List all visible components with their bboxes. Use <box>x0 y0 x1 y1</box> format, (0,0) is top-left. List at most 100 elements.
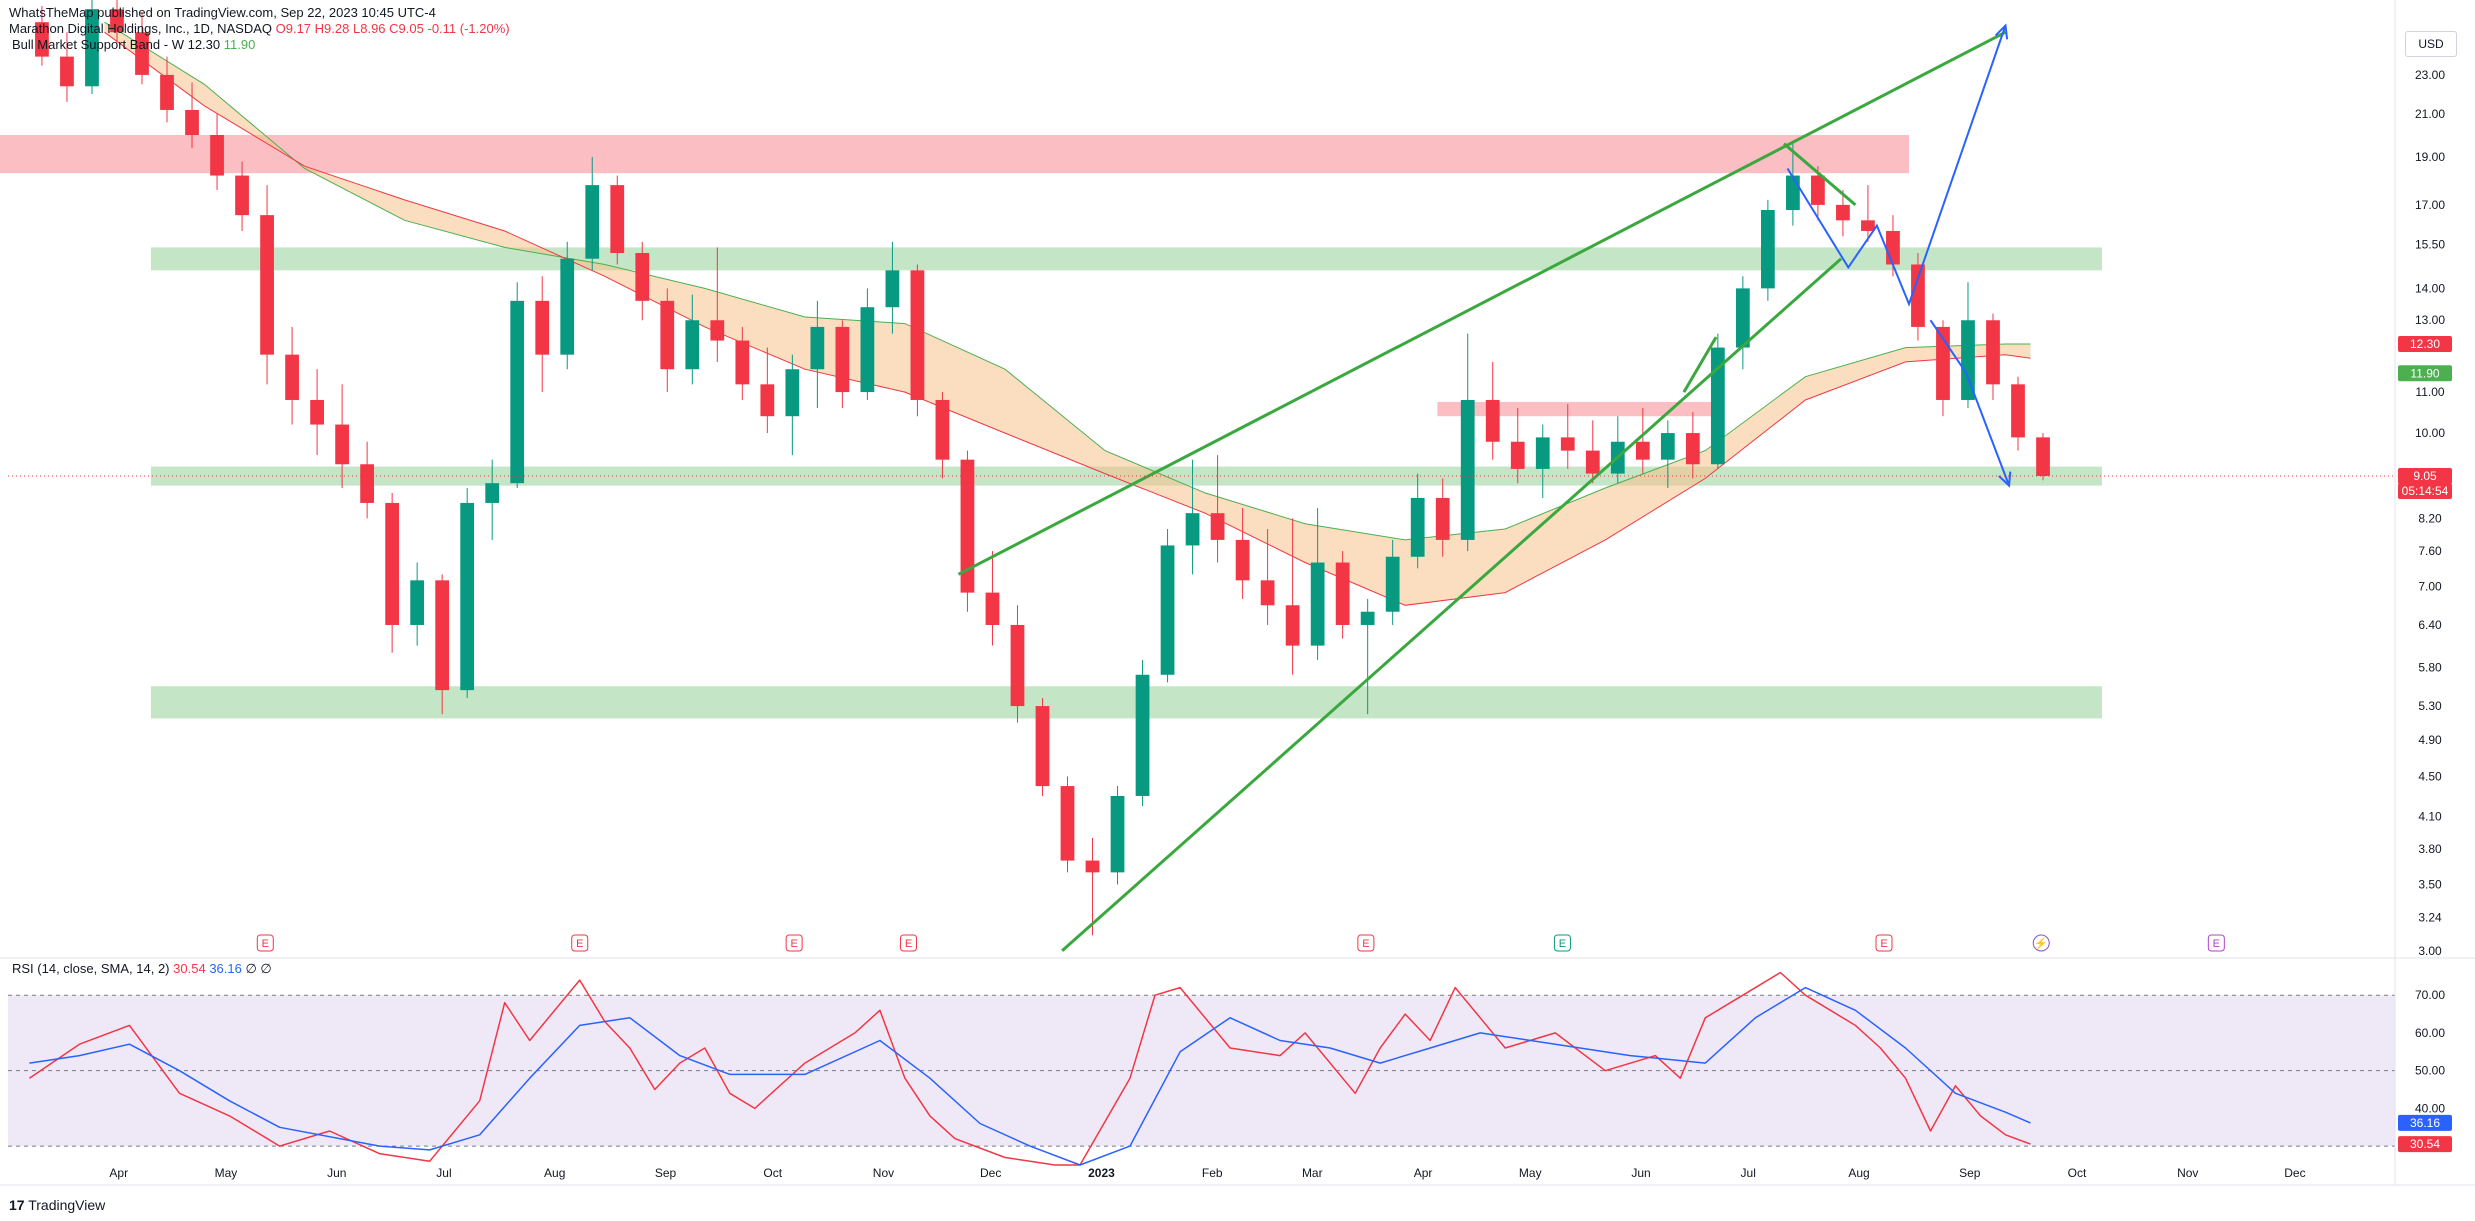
time-tick-label: Feb <box>1202 1166 1223 1180</box>
price-tick-label: 5.80 <box>2418 660 2442 674</box>
ohlc-open: O9.17 <box>275 21 312 36</box>
earnings-marker-label: E <box>790 938 797 950</box>
time-tick-label: Aug <box>544 1166 565 1180</box>
candle <box>160 56 174 123</box>
pullback-line <box>1682 336 1718 393</box>
candle <box>1760 199 1775 301</box>
price-label-bg <box>2398 336 2452 353</box>
candle <box>1861 185 1875 242</box>
candle-body <box>660 300 675 370</box>
candle <box>510 282 525 489</box>
candle <box>1060 776 1075 873</box>
earnings-marker: E <box>1875 934 1893 952</box>
candle <box>360 441 375 519</box>
time-tick-label: Sep <box>655 1166 677 1180</box>
candle <box>635 241 650 321</box>
earnings-marker-label: E <box>905 938 912 950</box>
projection-up <box>1786 25 2007 307</box>
earnings-marker-label: E <box>1362 938 1369 950</box>
candle <box>785 354 800 456</box>
support-band-lower-line <box>104 31 2031 606</box>
candle <box>1360 598 1375 715</box>
candle-body <box>1760 209 1775 289</box>
candle <box>1285 518 1300 675</box>
earnings-marker-shape <box>899 934 917 952</box>
candle-body <box>560 258 575 355</box>
candle <box>1435 478 1450 557</box>
price-label-text: 05:14:54 <box>2402 484 2449 498</box>
band-legend[interactable]: Bull Market Support Band - W 12.30 11.90 <box>12 37 255 53</box>
candle-body <box>1385 556 1400 612</box>
time-tick-label: Sep <box>1959 1166 1981 1180</box>
candle-body <box>460 502 475 691</box>
projection-up-head <box>1994 23 2009 40</box>
symbol-name[interactable]: Marathon Digital Holdings, Inc., 1D, NAS… <box>9 21 272 36</box>
candle <box>860 288 875 400</box>
price-tick-label: 4.90 <box>2418 733 2442 747</box>
candle-body <box>1235 539 1250 581</box>
candle-body <box>1836 204 1850 221</box>
price-tick-label: 21.00 <box>2415 107 2445 121</box>
band-legend-v1: 12.30 <box>187 37 221 52</box>
earnings-marker: E <box>256 934 274 952</box>
candle <box>135 12 149 85</box>
earnings-marker-label: E <box>1880 938 1887 950</box>
earnings-marker-shape <box>785 934 803 952</box>
time-tick-label: 2023 <box>1088 1166 1115 1180</box>
time-tick-label: Dec <box>2284 1166 2305 1180</box>
candle-body <box>960 459 975 593</box>
price-tick-label: 14.00 <box>2415 281 2445 295</box>
candle <box>1010 605 1025 723</box>
candle <box>485 459 500 540</box>
earnings-marker: E <box>1553 934 1571 952</box>
rsi-series-ma <box>29 986 2031 1166</box>
tradingview-brand: TradingView <box>28 1197 106 1213</box>
candle-body <box>1861 220 1875 231</box>
candle <box>935 392 950 479</box>
candle <box>1585 420 1600 484</box>
time-tick-label: Dec <box>980 1166 1001 1180</box>
drawings <box>8 23 2395 952</box>
candle <box>1135 659 1150 807</box>
earnings-markers: E E E E E E E ⚡ E <box>256 934 2225 952</box>
time-tick-label: Aug <box>1848 1166 1869 1180</box>
candle-body <box>1060 786 1075 861</box>
candle <box>735 326 750 400</box>
tradingview-footer[interactable]: 17 TradingView <box>9 1196 105 1214</box>
zone-15 <box>150 247 2102 271</box>
support-band-upper-line <box>104 21 2031 541</box>
candle <box>1160 529 1175 683</box>
earnings-marker-shape <box>256 934 274 952</box>
candle <box>410 562 425 646</box>
candle <box>1335 551 1350 639</box>
earnings-marker-shape <box>2207 934 2225 952</box>
price-tick-label: 3.50 <box>2418 877 2442 891</box>
candle <box>60 32 74 102</box>
candle-body <box>1160 545 1175 675</box>
time-tick-label: Nov <box>873 1166 894 1180</box>
band-legend-v2: 11.90 <box>223 37 256 52</box>
price-tick-label: 19.00 <box>2415 150 2445 164</box>
price-label-text: 11.90 <box>2410 366 2439 380</box>
earnings-marker: E <box>785 934 803 952</box>
candle <box>2036 433 2050 481</box>
candle-body <box>585 185 600 259</box>
candle-body <box>1210 513 1225 540</box>
earnings-marker-label: E <box>262 938 269 950</box>
ohlc-change: -0.11 (-1.20%) <box>427 21 510 36</box>
earnings-marker-label: ⚡ <box>2034 937 2048 950</box>
price-label-text: 9.05 <box>2413 469 2437 483</box>
currency-button[interactable]: USD <box>2405 31 2457 57</box>
rsi-legend[interactable]: RSI (14, close, SMA, 14, 2) 30.54 36.16 … <box>12 961 272 977</box>
earnings-marker: E <box>899 934 917 952</box>
candle <box>835 320 850 409</box>
zone-5 <box>150 686 2102 719</box>
candle-body <box>1085 860 1100 873</box>
rsi-tick-label: 40.00 <box>2415 1101 2445 1115</box>
axes: 25.0023.0021.0019.0017.0015.5014.0013.00… <box>0 0 2475 1186</box>
price-tick-label: 7.00 <box>2418 579 2442 593</box>
candles <box>35 0 2050 936</box>
